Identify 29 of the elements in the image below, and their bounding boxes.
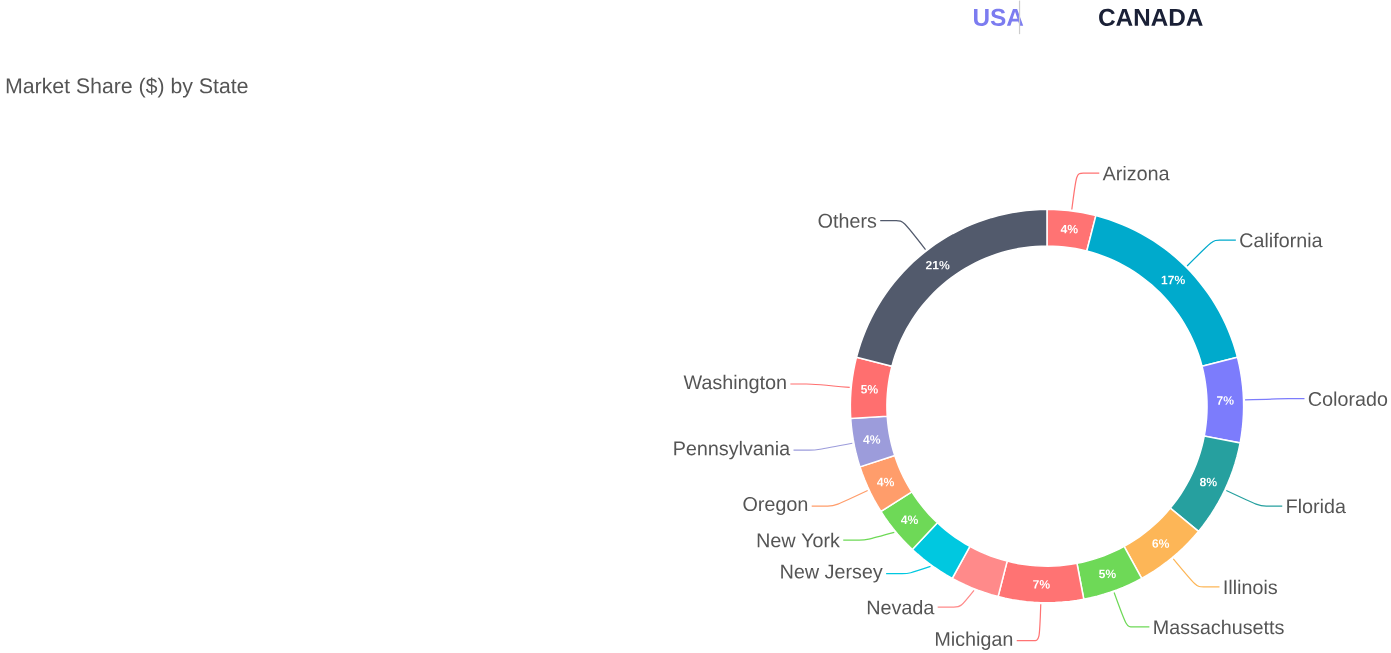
slice-label: California — [1240, 232, 1323, 248]
slice-label: Massachusetts — [1154, 619, 1284, 635]
data-label: 4% — [863, 435, 881, 444]
data-label: 17% — [1161, 275, 1185, 285]
data-label: 5% — [861, 385, 878, 394]
slice-label: Pennsylvania — [674, 440, 791, 460]
data-label: 21% — [925, 260, 950, 270]
slice-label: Nevada — [867, 599, 935, 615]
data-label: 7% — [1216, 396, 1234, 405]
slice-label: New York — [757, 532, 840, 548]
slice-label: Florida — [1287, 498, 1346, 514]
text: USA — [974, 8, 1024, 26]
slice-label: Arizona — [1102, 165, 1170, 181]
slice-label: Illinois — [1224, 579, 1277, 595]
slice-label: Colorado — [1308, 391, 1388, 406]
slice-label: Oregon — [743, 497, 808, 515]
slice-label: New Jersey — [781, 564, 883, 583]
slice-label: Michigan — [935, 631, 1013, 650]
data-label: 5% — [1098, 569, 1116, 579]
data-label: 7% — [1033, 580, 1050, 589]
data-label: 4% — [900, 515, 919, 525]
text: Market Share ($) by State — [6, 77, 248, 98]
text: CANADA — [1099, 8, 1203, 26]
data-label: 8% — [1199, 477, 1217, 487]
slice-label: Washington — [683, 374, 786, 394]
data-label: 4% — [877, 477, 895, 487]
slice-label: Others — [818, 213, 877, 228]
data-label: 4% — [1060, 224, 1078, 234]
data-label: 6% — [1152, 539, 1170, 548]
